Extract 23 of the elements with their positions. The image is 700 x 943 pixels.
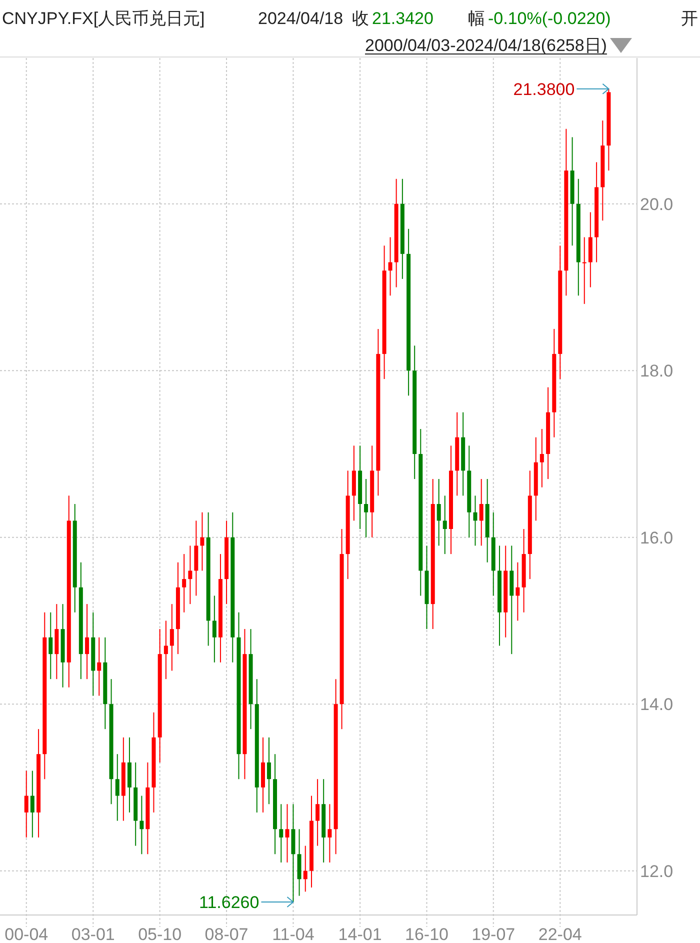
y-tick-label: 18.0 bbox=[640, 362, 674, 381]
x-tick-label: 14-01 bbox=[338, 925, 382, 943]
x-tick-label: 19-07 bbox=[472, 925, 516, 943]
x-tick-label: 16-10 bbox=[405, 925, 448, 943]
annotation: 21.3800 bbox=[513, 80, 575, 99]
x-tick-label: 22-04 bbox=[538, 925, 582, 943]
x-tick-label: 11-04 bbox=[272, 925, 314, 943]
y-tick-label: 14.0 bbox=[640, 695, 674, 714]
text: 幅 bbox=[468, 9, 485, 28]
text: 21.3420 bbox=[372, 9, 434, 28]
text: 开 bbox=[681, 9, 698, 28]
text: -0.10%(-0.0220) bbox=[488, 9, 611, 28]
text: 2024/04/18 bbox=[258, 9, 344, 28]
chart-title: CNYJPY.FX[人民币兑日元] bbox=[2, 9, 205, 28]
text: 收 bbox=[352, 9, 369, 28]
y-tick-label: 16.0 bbox=[640, 528, 674, 548]
x-tick-label: 08-07 bbox=[204, 925, 248, 943]
x-tick-label: 00-04 bbox=[4, 925, 48, 943]
y-tick-label: 20.0 bbox=[640, 194, 674, 214]
x-tick-label: 03-01 bbox=[71, 925, 115, 943]
y-tick-label: 12.0 bbox=[640, 862, 674, 881]
annotation: 11.6260 bbox=[199, 892, 260, 912]
x-tick-label: 05-10 bbox=[138, 925, 182, 943]
